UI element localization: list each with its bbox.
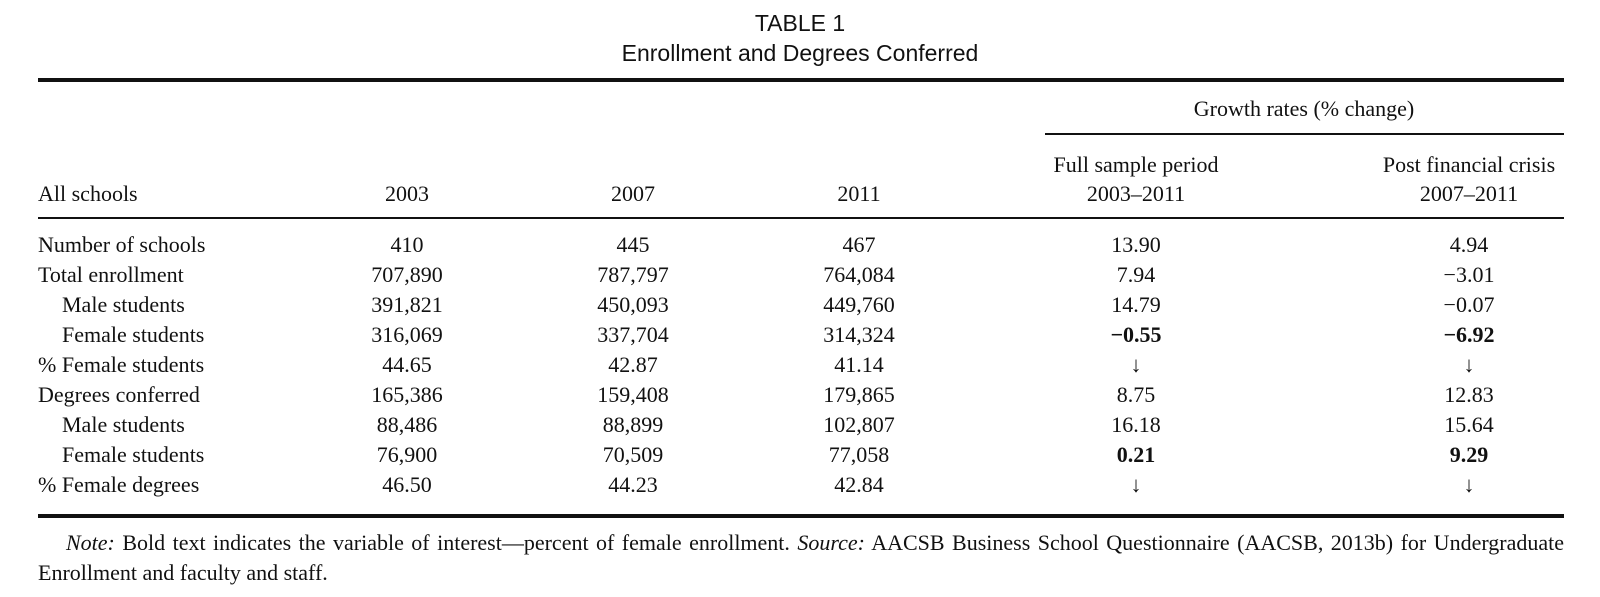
cell-growth-full: ↓ — [1130, 472, 1142, 497]
row-label: Female students — [62, 442, 205, 467]
note-text: Bold text indicates the variable of inte… — [114, 530, 798, 555]
cell-growth-full: ↓ — [1130, 352, 1142, 377]
cell-2011: 764,084 — [823, 262, 895, 287]
cell-2007: 44.23 — [608, 472, 658, 497]
column-header-full-sample-line2: 2003–2011 — [1086, 181, 1186, 206]
cell-growth-full: 0.21 — [1116, 442, 1156, 467]
row-label: % Female degrees — [38, 472, 200, 497]
source-label: Source: — [797, 530, 865, 555]
cell-2011: 467 — [842, 232, 876, 257]
column-header-2007: 2007 — [611, 181, 655, 206]
source-text: AACSB Business School Questionnaire (AAC… — [38, 530, 1564, 585]
cell-growth-post: ↓ — [1463, 352, 1475, 377]
cell-2011: 314,324 — [823, 322, 895, 347]
row-label: % Female students — [38, 352, 205, 377]
note-label: Note: — [66, 530, 115, 555]
cell-growth-post: −6.92 — [1443, 322, 1495, 347]
table-title-block: TABLE 1 Enrollment and Degrees Conferred — [0, 8, 1600, 68]
cell-2007: 337,704 — [597, 322, 669, 347]
cell-2007: 450,093 — [597, 292, 669, 317]
cell-growth-post: 4.94 — [1449, 232, 1489, 257]
row-label: Female students — [62, 322, 205, 347]
cell-growth-full: 13.90 — [1111, 232, 1161, 257]
cell-2003: 316,069 — [371, 322, 443, 347]
cell-growth-full: 16.18 — [1111, 412, 1161, 437]
cell-2007: 88,899 — [602, 412, 664, 437]
cell-2003: 391,821 — [371, 292, 443, 317]
table-label: TABLE 1 — [754, 10, 846, 36]
cell-2003: 76,900 — [376, 442, 438, 467]
cell-2007: 159,408 — [597, 382, 669, 407]
cell-2011: 41.14 — [834, 352, 884, 377]
column-header-post-crisis-line2: 2007–2011 — [1419, 181, 1519, 206]
cell-growth-post: 12.83 — [1444, 382, 1494, 407]
cell-2007: 42.87 — [608, 352, 658, 377]
cell-growth-full: 8.75 — [1116, 382, 1156, 407]
cell-2011: 449,760 — [823, 292, 895, 317]
column-header-full-sample: Full sample period 2003–2011 — [1054, 150, 1219, 208]
cell-growth-post: −0.07 — [1443, 292, 1495, 317]
top-rule — [38, 78, 1564, 82]
row-label: Male students — [62, 292, 185, 317]
cell-growth-full: 14.79 — [1111, 292, 1161, 317]
cell-2011: 102,807 — [823, 412, 895, 437]
cell-2003: 165,386 — [371, 382, 443, 407]
cell-2011: 179,865 — [823, 382, 895, 407]
cell-growth-post: 9.29 — [1449, 442, 1489, 467]
row-label: Number of schools — [38, 232, 206, 257]
column-header-full-sample-line1: Full sample period — [1053, 152, 1219, 177]
cell-2007: 70,509 — [602, 442, 664, 467]
growth-header-rule — [1045, 133, 1564, 135]
cell-2011: 77,058 — [828, 442, 890, 467]
header-rule — [38, 217, 1564, 219]
cell-growth-full: −0.55 — [1110, 322, 1162, 347]
cell-2003: 88,486 — [376, 412, 438, 437]
growth-rates-header: Growth rates (% change) — [1193, 96, 1415, 121]
row-label: Male students — [62, 412, 185, 437]
cell-2011: 42.84 — [834, 472, 884, 497]
column-header-post-crisis-line1: Post financial crisis — [1382, 152, 1556, 177]
cell-2003: 410 — [390, 232, 424, 257]
cell-2007: 445 — [616, 232, 650, 257]
cell-growth-full: 7.94 — [1116, 262, 1156, 287]
cell-growth-post: 15.64 — [1444, 412, 1494, 437]
cell-growth-post: −3.01 — [1443, 262, 1495, 287]
cell-2003: 46.50 — [382, 472, 432, 497]
table-note: Note: Bold text indicates the variable o… — [38, 528, 1564, 588]
row-label: Degrees conferred — [38, 382, 200, 407]
bottom-rule — [38, 514, 1564, 518]
column-header-post-crisis: Post financial crisis 2007–2011 — [1383, 150, 1555, 208]
cell-2007: 787,797 — [597, 262, 669, 287]
row-label: Total enrollment — [38, 262, 184, 287]
stub-header: All schools — [38, 181, 138, 206]
column-header-2011: 2011 — [837, 181, 881, 206]
cell-2003: 707,890 — [371, 262, 443, 287]
cell-growth-post: ↓ — [1463, 472, 1475, 497]
cell-2003: 44.65 — [382, 352, 432, 377]
table-title: Enrollment and Degrees Conferred — [621, 40, 979, 66]
column-header-2003: 2003 — [385, 181, 429, 206]
